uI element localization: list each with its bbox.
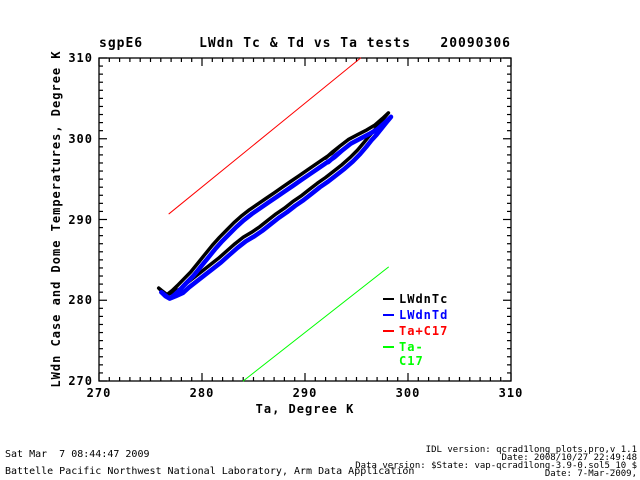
y-tick-label: 290 — [68, 212, 93, 227]
x-tick-label: 290 — [292, 386, 318, 400]
y-tick-label: 270 — [68, 374, 93, 388]
x-tick-label: 310 — [498, 386, 524, 400]
legend-line-sample — [383, 298, 394, 300]
timestamp-text: Sat Mar 7 08:44:47 2009 — [5, 449, 150, 460]
plot-title: LWdn Tc & Td vs Ta tests — [199, 36, 411, 51]
legend-label: LWdnTc — [399, 292, 449, 306]
series-LWdnTc — [156, 111, 391, 297]
legend-line-sample — [383, 330, 394, 332]
y-axis-title: LWdn Case and Dome Temperatures, Degree … — [49, 50, 63, 388]
idl-version-text: IDL version: qcrad1long_plots.pro,v 1.1 — [425, 445, 637, 455]
idl-date-text: Date: 2008/10/27 22:49:48 — [501, 453, 637, 463]
legend-label: LWdnTd — [399, 308, 449, 322]
y-tick-label: 310 — [68, 51, 93, 65]
legend-label: Ta-C17 — [399, 340, 424, 368]
data-date-text: Date: 7-Mar-2009, — [544, 469, 637, 479]
series-Ta+C17 — [168, 57, 362, 215]
organization-text: Battelle Pacific Northwest National Labo… — [5, 466, 415, 477]
legend-line-sample — [383, 314, 394, 316]
x-tick-label: 270 — [86, 386, 112, 400]
legend-label: Ta+C17 — [399, 324, 449, 338]
y-tick-label: 280 — [68, 293, 93, 308]
legend-line-sample — [383, 346, 394, 348]
y-tick-label: 300 — [68, 131, 93, 146]
series-Ta-C17 — [242, 266, 389, 382]
series-LWdnTd — [159, 114, 394, 301]
x-axis-title: Ta, Degree K — [255, 402, 355, 416]
data-version-text: Data version: $State: vap-qcrad1long-3.9… — [355, 461, 637, 471]
site-label: sgpE6 — [99, 36, 144, 51]
x-tick-label: 300 — [395, 386, 421, 400]
file-date-label: 20090306 — [440, 36, 511, 51]
x-tick-label: 280 — [189, 386, 215, 400]
